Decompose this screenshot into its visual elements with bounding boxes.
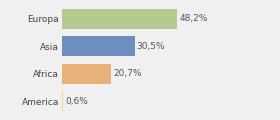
Text: 20,7%: 20,7% <box>113 69 142 78</box>
Text: 30,5%: 30,5% <box>137 42 165 51</box>
Bar <box>62 64 111 84</box>
Text: 48,2%: 48,2% <box>179 14 207 23</box>
Bar <box>62 36 135 56</box>
Text: 0,6%: 0,6% <box>65 97 88 106</box>
Bar <box>62 91 63 111</box>
Bar <box>62 9 177 29</box>
